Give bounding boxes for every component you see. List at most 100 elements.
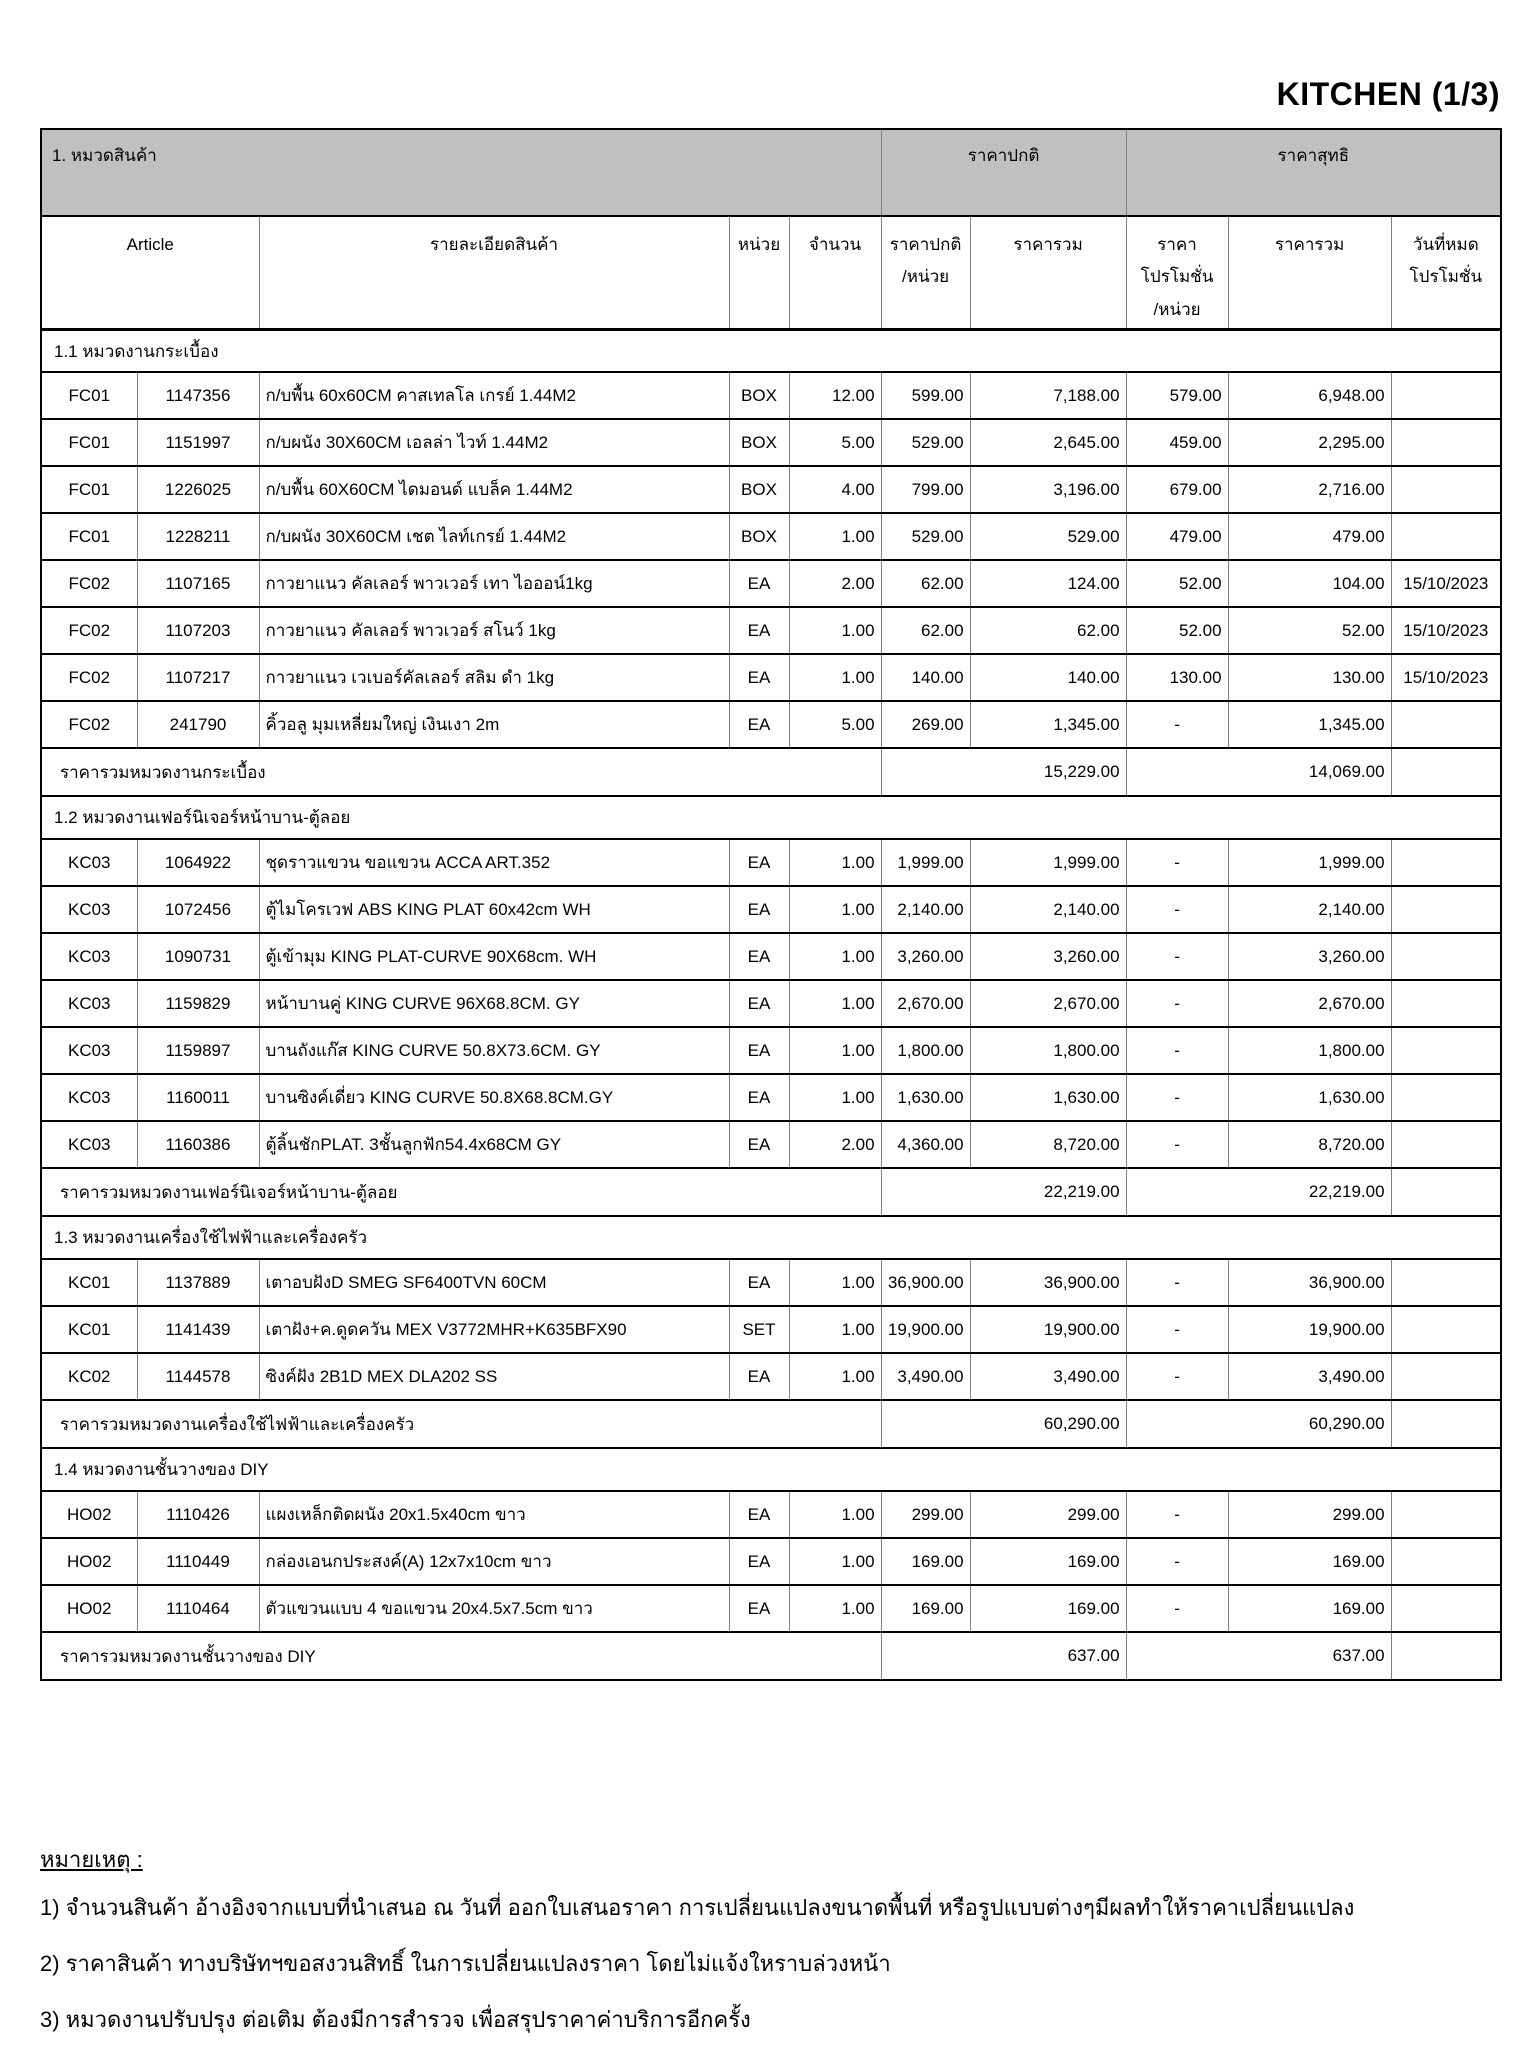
column-header-promo-price-unit: ราคา โปรโมชั่น /หน่วย xyxy=(1125,214,1229,331)
subtotal-expiry-empty xyxy=(1390,1167,1502,1218)
cell-article-number: 1110426 xyxy=(136,1490,260,1540)
cell-article-code: FC02 xyxy=(40,559,138,609)
page-title: KITCHEN (1/3) xyxy=(1276,76,1500,112)
cell-normal-price-unit: 529.00 xyxy=(880,512,971,562)
cell-quantity: 1.00 xyxy=(788,979,882,1029)
cell-promo-price-unit: - xyxy=(1125,700,1229,750)
cell-normal-total: 2,670.00 xyxy=(969,979,1127,1029)
cell-unit: EA xyxy=(728,559,790,609)
cell-description: เตาฝัง+ค.ดูดควัน MEX V3772MHR+K635BFX90 xyxy=(258,1305,730,1355)
subtotal-normal-total: 60,290.00 xyxy=(880,1399,1127,1450)
table-row: FC02 241790 คิ้วอลู มุมเหลี่ยมใหญ่ เงินเ… xyxy=(40,700,1502,750)
cell-quantity: 1.00 xyxy=(788,512,882,562)
cell-unit: EA xyxy=(728,885,790,935)
cell-promo-price-unit: - xyxy=(1125,1352,1229,1402)
cell-description: ซิงค์ฝัง 2B1D MEX DLA202 SS xyxy=(258,1352,730,1402)
cell-article-number: 1064922 xyxy=(136,838,260,888)
cell-unit: EA xyxy=(728,838,790,888)
table-row: FC02 1107165 กาวยาแนว คัลเลอร์ พาวเวอร์ … xyxy=(40,559,1502,609)
cell-normal-price-unit: 62.00 xyxy=(880,606,971,656)
cell-unit: EA xyxy=(728,1352,790,1402)
section-title: 1.1 หมวดงานกระเบื้อง xyxy=(40,328,1502,374)
group-header-normal-price: ราคาปกติ xyxy=(880,128,1127,217)
cell-unit: BOX xyxy=(728,418,790,468)
subtotal-net-total: 22,219.00 xyxy=(1125,1167,1392,1218)
cell-article-number: 1137889 xyxy=(136,1258,260,1308)
cell-article-code: FC01 xyxy=(40,371,138,421)
cell-unit: EA xyxy=(728,1490,790,1540)
cell-promo-expiry xyxy=(1390,838,1502,888)
cell-promo-price-unit: - xyxy=(1125,838,1229,888)
cell-promo-expiry xyxy=(1390,979,1502,1029)
cell-normal-price-unit: 1,800.00 xyxy=(880,1026,971,1076)
cell-description: ก/บผนัง 30X60CM เชต ไลท์เกรย์ 1.44M2 xyxy=(258,512,730,562)
cell-quantity: 1.00 xyxy=(788,1073,882,1123)
cell-article-code: FC01 xyxy=(40,512,138,562)
table-row: HO02 1110464 ตัวแขวนแบบ 4 ขอแขวน 20x4.5x… xyxy=(40,1584,1502,1634)
cell-unit: BOX xyxy=(728,371,790,421)
cell-article-code: KC01 xyxy=(40,1258,138,1308)
cell-description: บานซิงค์เดี่ยว KING CURVE 50.8X68.8CM.GY xyxy=(258,1073,730,1123)
cell-net-total: 3,260.00 xyxy=(1227,932,1392,982)
cell-article-code: HO02 xyxy=(40,1584,138,1634)
cell-promo-expiry: 15/10/2023 xyxy=(1390,606,1502,656)
cell-description: แผงเหล็กติดผนัง 20x1.5x40cm ขาว xyxy=(258,1490,730,1540)
table-row: KC03 1072456 ตู้ไมโครเวฟ ABS KING PLAT 6… xyxy=(40,885,1502,935)
cell-normal-total: 1,999.00 xyxy=(969,838,1127,888)
cell-promo-expiry xyxy=(1390,465,1502,515)
cell-normal-total: 1,345.00 xyxy=(969,700,1127,750)
cell-net-total: 36,900.00 xyxy=(1227,1258,1392,1308)
cell-article-number: 1090731 xyxy=(136,932,260,982)
cell-normal-price-unit: 2,670.00 xyxy=(880,979,971,1029)
cell-net-total: 6,948.00 xyxy=(1227,371,1392,421)
table-row: FC01 1151997 ก/บผนัง 30X60CM เอลล่า ไวท์… xyxy=(40,418,1502,468)
table-row: KC03 1090731 ตู้เข้ามุม KING PLAT-CURVE … xyxy=(40,932,1502,982)
cell-promo-price-unit: - xyxy=(1125,1305,1229,1355)
subtotal-normal-total: 637.00 xyxy=(880,1631,1127,1682)
cell-article-code: KC03 xyxy=(40,885,138,935)
cell-promo-expiry xyxy=(1390,1026,1502,1076)
cell-net-total: 8,720.00 xyxy=(1227,1120,1392,1170)
cell-quantity: 1.00 xyxy=(788,1305,882,1355)
column-header-normal-total: ราคารวม xyxy=(969,214,1127,331)
subtotal-normal-total: 22,219.00 xyxy=(880,1167,1127,1218)
table-row: KC03 1159897 บานถังแก๊ส KING CURVE 50.8X… xyxy=(40,1026,1502,1076)
subtotal-row: ราคารวมหมวดงานเฟอร์นิเจอร์หน้าบาน-ตู้ลอย… xyxy=(40,1167,1502,1218)
section-title: 1.4 หมวดงานชั้นวางของ DIY xyxy=(40,1447,1502,1493)
cell-net-total: 2,140.00 xyxy=(1227,885,1392,935)
cell-description: ชุดราวแขวน ขอแขวน ACCA ART.352 xyxy=(258,838,730,888)
cell-quantity: 1.00 xyxy=(788,1026,882,1076)
cell-promo-price-unit: - xyxy=(1125,1537,1229,1587)
cell-quantity: 2.00 xyxy=(788,559,882,609)
cell-net-total: 130.00 xyxy=(1227,653,1392,703)
note-line-3: 3) หมวดงานปรับปรุง ต่อเติม ต้องมีการสำรว… xyxy=(40,2007,751,2033)
cell-article-code: HO02 xyxy=(40,1537,138,1587)
cell-normal-total: 140.00 xyxy=(969,653,1127,703)
cell-net-total: 169.00 xyxy=(1227,1584,1392,1634)
cell-net-total: 1,999.00 xyxy=(1227,838,1392,888)
cell-normal-price-unit: 1,999.00 xyxy=(880,838,971,888)
cell-unit: EA xyxy=(728,979,790,1029)
cell-quantity: 5.00 xyxy=(788,418,882,468)
cell-article-number: 1159897 xyxy=(136,1026,260,1076)
subtotal-row: ราคารวมหมวดงานชั้นวางของ DIY 637.00 637.… xyxy=(40,1631,1502,1682)
cell-description: ก/บพื้น 60X60CM ไดมอนด์ แบล็ค 1.44M2 xyxy=(258,465,730,515)
cell-normal-total: 36,900.00 xyxy=(969,1258,1127,1308)
quotation-table: 1. หมวดสินค้า ราคาปกติ ราคาสุทธิ Article… xyxy=(40,128,1503,1682)
column-header-article: Article xyxy=(40,214,260,331)
cell-quantity: 1.00 xyxy=(788,1258,882,1308)
cell-unit: SET xyxy=(728,1305,790,1355)
cell-normal-price-unit: 169.00 xyxy=(880,1537,971,1587)
cell-normal-price-unit: 19,900.00 xyxy=(880,1305,971,1355)
cell-quantity: 1.00 xyxy=(788,838,882,888)
subtotal-net-total: 637.00 xyxy=(1125,1631,1392,1682)
cell-net-total: 1,800.00 xyxy=(1227,1026,1392,1076)
cell-description: กาวยาแนว เวเบอร์คัลเลอร์ สลิม ดำ 1kg xyxy=(258,653,730,703)
note-line-1: 1) จำนวนสินค้า อ้างอิงจากแบบที่นำเสนอ ณ … xyxy=(40,1895,1355,1920)
cell-normal-total: 7,188.00 xyxy=(969,371,1127,421)
cell-article-code: KC03 xyxy=(40,932,138,982)
cell-net-total: 19,900.00 xyxy=(1227,1305,1392,1355)
group-header-category: 1. หมวดสินค้า xyxy=(40,128,882,217)
cell-normal-price-unit: 3,490.00 xyxy=(880,1352,971,1402)
cell-net-total: 3,490.00 xyxy=(1227,1352,1392,1402)
